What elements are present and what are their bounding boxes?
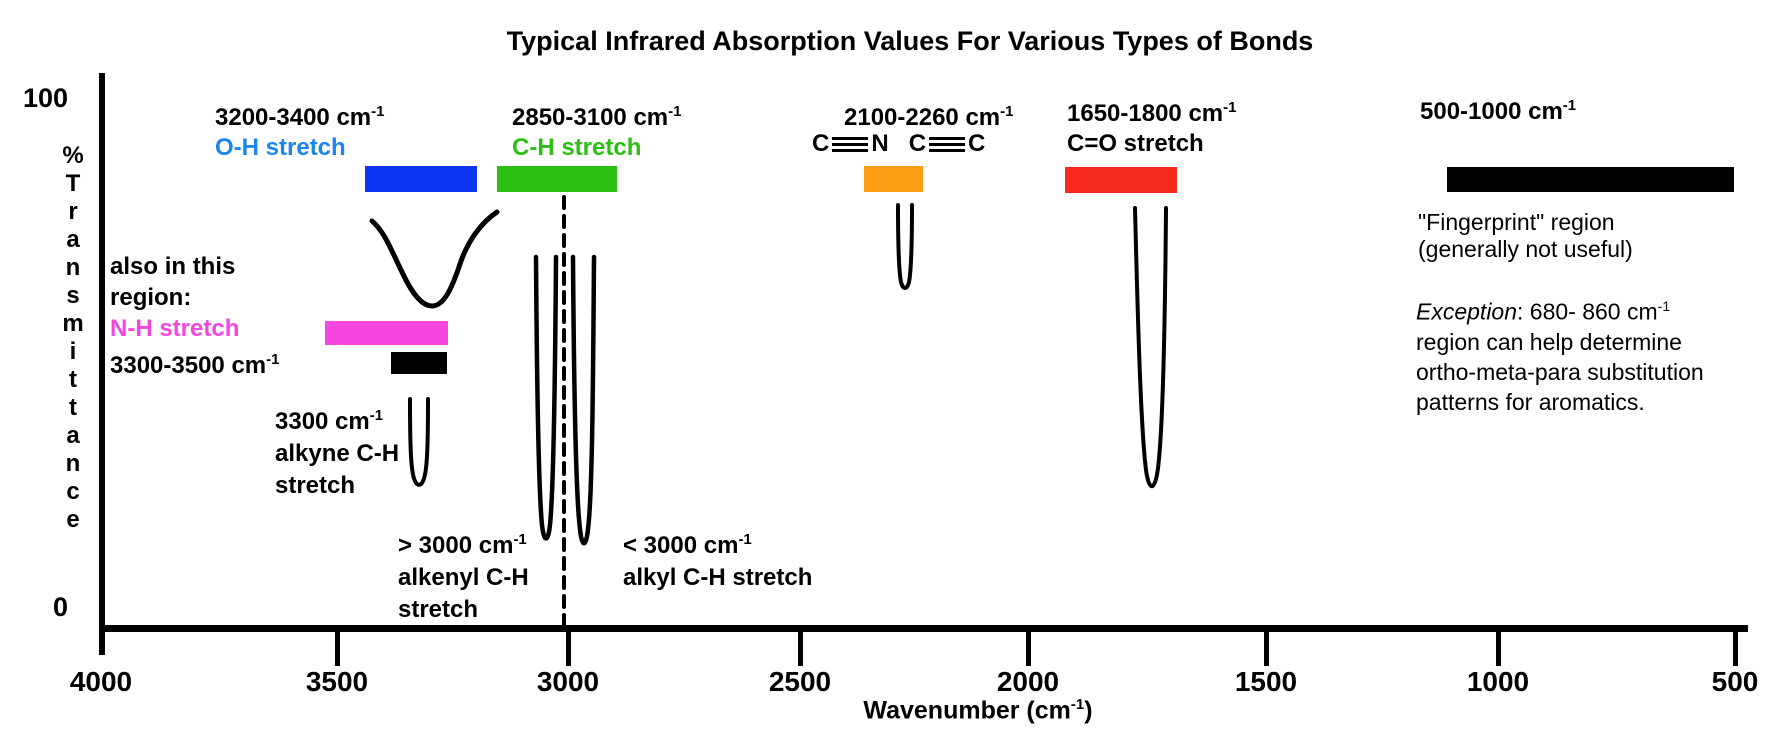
x-tick-1500 xyxy=(1264,628,1269,666)
oh-broad-dip-curve xyxy=(369,209,500,309)
y-axis-min-label: 0 xyxy=(52,592,68,622)
x-tick-2000 xyxy=(1026,628,1031,666)
alkyne-stretch-text: stretch xyxy=(275,472,356,499)
alkyl-ch-label: < 3000 cm-1 alkyl C-H stretch xyxy=(623,524,812,594)
fingerprint-bar xyxy=(1447,167,1734,192)
x-tick-3500 xyxy=(335,628,340,666)
triple-bond-bar xyxy=(864,166,923,192)
alkenyl-stretch-text: stretch xyxy=(398,596,479,623)
x-axis-title: Wavenumber (cm-1) xyxy=(798,696,1158,725)
alkenyl-value-text: > 3000 cm-1 xyxy=(398,531,527,559)
also-line-1: also in this xyxy=(110,253,236,280)
chart-title: Typical Infrared Absorption Values For V… xyxy=(506,26,1314,56)
alkyne-bond-text: alkyne C-H xyxy=(275,440,400,467)
x-axis-title-sup: -1 xyxy=(1070,696,1085,713)
exception-note-line-1: Exception: 680- 860 cm-1 xyxy=(1416,298,1671,325)
formula-atom: C xyxy=(908,130,927,157)
triple-bond-range-text: 2100-2260 cm-1 xyxy=(844,103,1014,131)
nh-range-text: 3300-3500 cm-1 xyxy=(110,351,280,379)
nh-stretch-text: N-H stretch xyxy=(110,315,240,342)
ch-bond-text: C-H stretch xyxy=(512,134,642,161)
x-tick-3000 xyxy=(566,628,571,666)
fingerprint-note-line-1: "Fingerprint" region xyxy=(1418,209,1615,235)
exception-note: Exception: 680- 860 cm-1 region can help… xyxy=(1416,291,1704,417)
x-tick-500 xyxy=(1733,628,1738,666)
formula-atom: N xyxy=(871,130,889,157)
also-line-2: region: xyxy=(110,284,192,311)
alkyne-dip-curve xyxy=(408,397,430,487)
oh-stretch-label: 3200-3400 cm-1 O-H stretch xyxy=(215,97,384,163)
co-dip-curve xyxy=(1133,206,1168,489)
x-tick-label-2500: 2500 xyxy=(768,666,832,697)
x-tick-label-500: 500 xyxy=(1711,666,1759,697)
alkyne-value-text: 3300 cm-1 xyxy=(275,407,384,435)
ch-stretch-bar xyxy=(497,166,617,192)
x-tick-label-2000: 2000 xyxy=(996,666,1060,697)
oh-range-text: 3200-3400 cm-1 xyxy=(215,103,385,131)
triple-bond-formulas: C N C C xyxy=(812,130,985,158)
nh-stretch-bar xyxy=(325,321,448,345)
triple-bond-dip-curve xyxy=(896,203,914,290)
x-tick-label-4000: 4000 xyxy=(69,666,133,697)
exception-note-line-2: region can help determine xyxy=(1416,328,1682,355)
alkyl-bond-text: alkyl C-H stretch xyxy=(623,564,813,591)
exception-note-line-4: patterns for aromatics. xyxy=(1416,388,1645,415)
x-tick-2500 xyxy=(798,628,803,666)
y-axis-max-label: 100 xyxy=(22,83,68,113)
fingerprint-note-line-2: (generally not useful) xyxy=(1418,236,1633,262)
fingerprint-range-text: 500-1000 cm-1 xyxy=(1420,97,1577,125)
x-tick-label-3500: 3500 xyxy=(305,666,369,697)
alkenyl-bond-text: alkenyl C-H xyxy=(398,564,529,591)
formula-atom: C xyxy=(968,130,986,157)
co-stretch-label: 1650-1800 cm-1 C=O stretch xyxy=(1067,93,1236,159)
alkyl-value-text: < 3000 cm-1 xyxy=(623,531,752,559)
exception-note-line-3: ortho-meta-para substitution xyxy=(1416,358,1704,385)
alkenyl-ch-label: > 3000 cm-1 alkenyl C-H stretch xyxy=(398,524,529,626)
oh-bond-text: O-H stretch xyxy=(215,134,346,161)
triple-bond-icon xyxy=(929,136,966,152)
oh-stretch-bar xyxy=(365,166,477,192)
formula-atom: C xyxy=(812,130,830,157)
alkyl-dip-curve xyxy=(570,254,597,546)
fingerprint-note: "Fingerprint" region (generally not usef… xyxy=(1418,209,1633,263)
ch-stretch-label: 2850-3100 cm-1 C-H stretch xyxy=(512,97,681,163)
x-tick-label-1000: 1000 xyxy=(1466,666,1530,697)
co-stretch-bar xyxy=(1065,167,1177,193)
ch-range-text: 2850-3100 cm-1 xyxy=(512,103,682,131)
x-tick-label-1500: 1500 xyxy=(1234,666,1298,697)
co-bond-text: C=O stretch xyxy=(1067,130,1204,157)
alkenyl-dip-curve xyxy=(533,254,559,541)
x-axis-line xyxy=(99,625,1748,632)
nh-stretch-black-bar xyxy=(391,352,447,374)
x-tick-1000 xyxy=(1496,628,1501,666)
x-axis-title-close: ) xyxy=(1084,696,1093,725)
also-in-region-note: also in this region: N-H stretch 3300-35… xyxy=(110,251,279,381)
co-range-text: 1650-1800 cm-1 xyxy=(1067,99,1237,127)
x-axis-title-text: Wavenumber (cm xyxy=(863,696,1071,725)
alkyne-ch-label: 3300 cm-1 alkyne C-H stretch xyxy=(275,400,399,502)
x-tick-label-3000: 3000 xyxy=(536,666,600,697)
y-axis-line xyxy=(99,73,105,655)
triple-bond-icon xyxy=(832,136,869,152)
